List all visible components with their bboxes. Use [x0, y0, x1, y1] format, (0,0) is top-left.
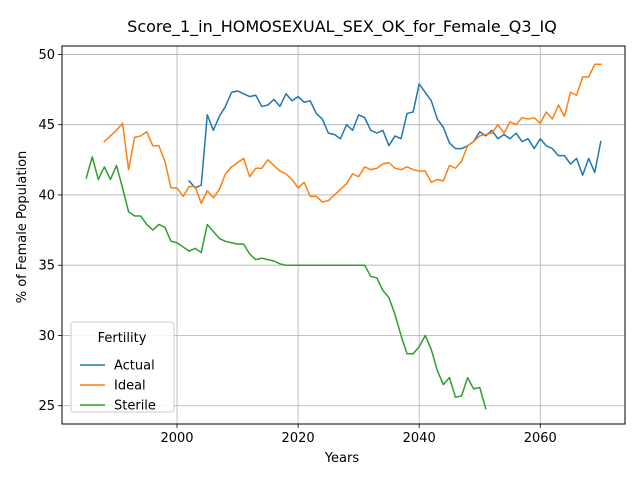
series-line-actual [188, 83, 602, 189]
y-tick-label: 50 [38, 48, 55, 63]
legend-entries: Actual Ideal Sterile [80, 359, 156, 414]
legend-title: Fertility [98, 331, 147, 346]
legend-label-ideal: Ideal [114, 379, 146, 394]
series-lines [85, 63, 602, 410]
x-tick-label: 2040 [403, 431, 436, 446]
legend-box [70, 321, 175, 413]
y-tick-label: 40 [38, 188, 55, 203]
x-axis-ticks: 2000 2020 2040 2060 [160, 424, 557, 446]
x-tick-label: 2020 [282, 431, 315, 446]
x-axis-label: Years [324, 451, 360, 466]
legend-label-actual: Actual [114, 359, 155, 374]
y-tick-label: 35 [38, 259, 55, 274]
legend-label-sterile: Sterile [114, 399, 156, 414]
series-line-sterile [85, 156, 487, 410]
y-tick-label: 30 [38, 329, 55, 344]
y-tick-label: 25 [38, 399, 55, 414]
grid [62, 46, 625, 424]
x-tick-label: 2060 [524, 431, 557, 446]
y-axis-ticks: 25 30 35 40 45 50 [38, 48, 62, 414]
y-tick-label: 45 [38, 118, 55, 133]
y-axis-label: % of Female Population [15, 151, 30, 304]
legend: Fertility Actual Ideal Sterile [70, 321, 175, 414]
plot-frame [61, 45, 626, 425]
chart-title: Score_1_in_HOMOSEXUAL_SEX_OK_for_Female_… [127, 17, 557, 37]
series-line-ideal [103, 63, 602, 205]
x-tick-label: 2000 [160, 431, 193, 446]
